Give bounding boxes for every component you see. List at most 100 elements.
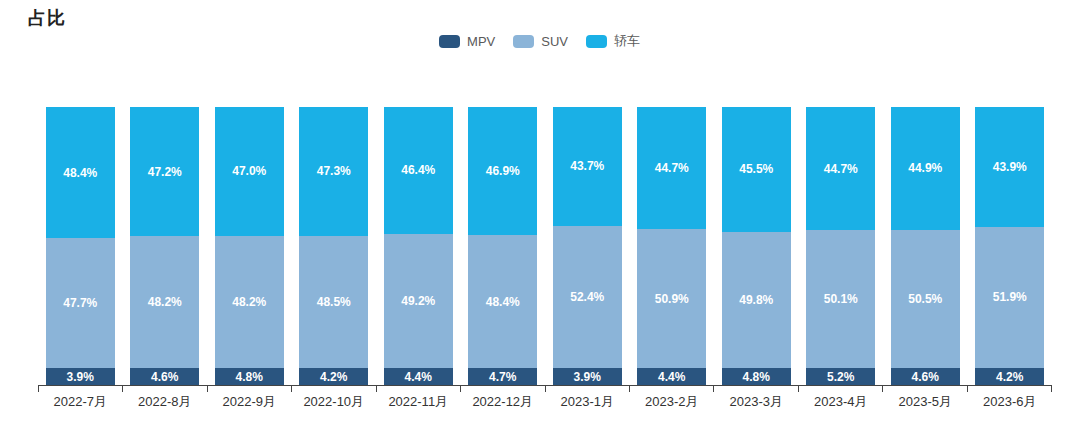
bar-column-9: 45.5% 49.8% 4.8% — [714, 107, 799, 385]
segment-value-label: 45.5% — [739, 163, 773, 175]
chart-panel: 占比 MPVSUV轿车 48.4%47.7%3.9%47.2%48.2%4.6%… — [0, 0, 1079, 428]
bar-segment-suv[interactable]: 47.7% — [46, 238, 115, 368]
segment-value-label: 4.4% — [405, 371, 432, 383]
segment-value-label: 50.1% — [824, 293, 858, 305]
bar-column-6: 46.9% 48.4% 4.7% — [461, 107, 546, 385]
bar-stack: 47.0% 48.2% 4.8% — [215, 107, 284, 385]
bar-segment-mpv[interactable]: 4.2% — [975, 368, 1044, 385]
x-axis-label: 2023-3月 — [714, 393, 799, 411]
bar-segment-sedan[interactable]: 44.7% — [806, 107, 875, 230]
bar-segment-suv[interactable]: 50.9% — [637, 229, 706, 368]
bar-segment-suv[interactable]: 49.2% — [384, 234, 453, 368]
x-axis-label: 2023-5月 — [883, 393, 968, 411]
x-axis: 2022-7月2022-8月2022-9月2022-10月2022-11月202… — [38, 385, 1052, 411]
bar-segment-sedan[interactable]: 47.3% — [299, 107, 368, 236]
segment-value-label: 47.2% — [148, 166, 182, 178]
bar-column-4: 47.3% 48.5% 4.2% — [292, 107, 377, 385]
segment-value-label: 48.2% — [232, 296, 266, 308]
x-axis-tick — [968, 386, 1052, 392]
x-axis-tick — [799, 386, 883, 392]
bar-segment-mpv[interactable]: 4.4% — [384, 368, 453, 385]
x-axis-label: 2022-10月 — [292, 393, 377, 411]
bar-segment-mpv[interactable]: 4.8% — [215, 368, 284, 385]
bar-stack: 47.3% 48.5% 4.2% — [299, 107, 368, 385]
bar-column-8: 44.7% 50.9% 4.4% — [630, 107, 715, 385]
bar-segment-mpv[interactable]: 4.7% — [468, 368, 537, 385]
segment-value-label: 4.2% — [320, 371, 347, 383]
legend-swatch-mpv — [439, 35, 460, 48]
segment-value-label: 51.9% — [993, 291, 1027, 303]
bar-stack: 44.9% 50.5% 4.6% — [891, 107, 960, 385]
bar-segment-mpv[interactable]: 3.9% — [553, 368, 622, 385]
legend-item-mpv[interactable]: MPV — [439, 34, 495, 49]
bar-segment-suv[interactable]: 48.2% — [215, 236, 284, 368]
segment-value-label: 48.5% — [317, 296, 351, 308]
bar-segment-sedan[interactable]: 47.2% — [130, 107, 199, 236]
segment-value-label: 3.9% — [574, 371, 601, 383]
segment-value-label: 52.4% — [570, 291, 604, 303]
bar-stack: 47.2% 48.2%4.6% — [130, 107, 199, 385]
bar-segment-sedan[interactable]: 43.9% — [975, 107, 1044, 227]
x-axis-tick — [292, 386, 376, 392]
segment-value-label: 48.4% — [63, 167, 97, 179]
bar-column-1: 48.4% 47.7% 3.9% — [38, 107, 123, 385]
bar-stack: 46.9% 48.4% 4.7% — [468, 107, 537, 385]
x-axis-label: 2023-1月 — [545, 393, 630, 411]
bar-segment-suv[interactable]: 52.4% — [553, 226, 622, 368]
bar-segment-sedan[interactable]: 44.7% — [637, 107, 706, 229]
bar-segment-sedan[interactable]: 46.9% — [468, 107, 537, 235]
segment-value-label: 4.8% — [743, 371, 770, 383]
segment-value-label: 50.9% — [655, 293, 689, 305]
bar-column-11: 44.9% 50.5% 4.6% — [883, 107, 968, 385]
legend-item-sedan[interactable]: 轿车 — [586, 32, 640, 50]
x-axis-tick — [123, 386, 207, 392]
segment-value-label: 4.6% — [912, 371, 939, 383]
bar-segment-mpv[interactable]: 4.6% — [130, 368, 199, 385]
x-axis-tick — [461, 386, 545, 392]
bar-segment-suv[interactable]: 51.9% — [975, 227, 1044, 368]
x-axis-labels: 2022-7月2022-8月2022-9月2022-10月2022-11月202… — [38, 393, 1052, 411]
x-axis-label: 2023-2月 — [630, 393, 715, 411]
bar-column-2: 47.2% 48.2%4.6% — [123, 107, 208, 385]
segment-value-label: 43.7% — [570, 160, 604, 172]
x-axis-label: 2022-12月 — [461, 393, 546, 411]
x-axis-tick — [630, 386, 714, 392]
bar-column-10: 44.7% 50.1% 5.2% — [799, 107, 884, 385]
bar-segment-suv[interactable]: 50.5% — [891, 230, 960, 368]
legend-item-suv[interactable]: SUV — [513, 34, 568, 49]
bar-column-3: 47.0% 48.2% 4.8% — [207, 107, 292, 385]
bar-segment-sedan[interactable]: 47.0% — [215, 107, 284, 236]
bar-segment-mpv[interactable]: 4.4% — [637, 368, 706, 385]
bar-segment-suv[interactable]: 48.2% — [130, 236, 199, 368]
segment-value-label: 48.4% — [486, 296, 520, 308]
segment-value-label: 50.5% — [908, 293, 942, 305]
segment-value-label: 46.9% — [486, 165, 520, 177]
bar-column-7: 43.7% 52.4% 3.9% — [545, 107, 630, 385]
bar-segment-sedan[interactable]: 46.4% — [384, 107, 453, 234]
bar-segment-mpv[interactable]: 5.2% — [806, 368, 875, 385]
segment-value-label: 47.7% — [63, 297, 97, 309]
x-axis-tick — [546, 386, 630, 392]
segment-value-label: 3.9% — [67, 371, 94, 383]
segment-value-label: 47.3% — [317, 165, 351, 177]
legend-label-sedan: 轿车 — [614, 32, 640, 50]
x-axis-ticks — [38, 386, 1052, 392]
bar-segment-sedan[interactable]: 45.5% — [722, 107, 791, 232]
bar-stack: 48.4% 47.7% 3.9% — [46, 107, 115, 385]
bar-segment-suv[interactable]: 50.1% — [806, 230, 875, 368]
bar-segment-sedan[interactable]: 43.7% — [553, 107, 622, 226]
x-axis-tick — [377, 386, 461, 392]
segment-value-label: 49.8% — [739, 294, 773, 306]
bar-segment-sedan[interactable]: 44.9% — [891, 107, 960, 230]
bar-segment-mpv[interactable]: 4.8% — [722, 368, 791, 385]
x-axis-tick — [39, 386, 123, 392]
bar-segment-suv[interactable]: 48.4% — [468, 235, 537, 368]
bar-segment-mpv[interactable]: 4.6% — [891, 368, 960, 385]
bar-segment-suv[interactable]: 48.5% — [299, 236, 368, 368]
bar-segment-sedan[interactable]: 48.4% — [46, 107, 115, 238]
bar-segment-mpv[interactable]: 3.9% — [46, 368, 115, 385]
x-axis-label: 2022-8月 — [123, 393, 208, 411]
bar-segment-suv[interactable]: 49.8% — [722, 232, 791, 368]
bar-segment-mpv[interactable]: 4.2% — [299, 368, 368, 385]
legend-label-suv: SUV — [541, 34, 568, 49]
